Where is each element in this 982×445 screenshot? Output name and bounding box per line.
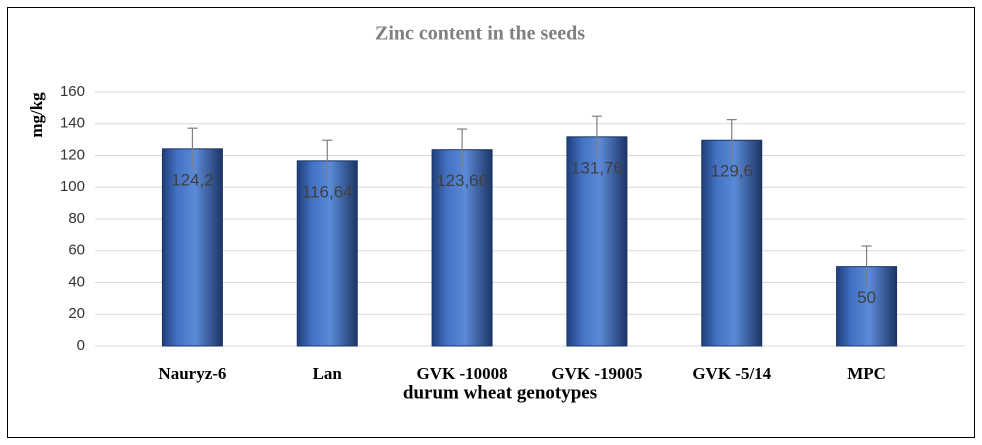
y-tick-label: 100: [60, 178, 85, 195]
x-tick-label: GVK -5/14: [692, 364, 771, 383]
chart-title: Zinc content in the seeds: [375, 23, 585, 45]
x-tick-label: Lan: [313, 364, 343, 383]
bar: [161, 148, 223, 347]
y-tick-label: 20: [68, 305, 85, 322]
x-tick-label: MPC: [847, 364, 886, 383]
y-tick-label: 120: [60, 146, 85, 163]
x-tick-label: GVK -10008: [417, 364, 508, 383]
y-tick-label: 0: [77, 337, 85, 354]
x-tick-label: GVK -19005: [551, 364, 642, 383]
y-tick-label: 80: [68, 210, 85, 227]
bar: [566, 136, 628, 347]
data-label: 129,6: [710, 162, 753, 181]
x-tick-label: Nauryz-6: [158, 364, 226, 383]
bar: [296, 160, 358, 347]
y-tick-label: 40: [68, 273, 85, 290]
y-tick-label: 140: [60, 115, 85, 132]
y-tick-label: 60: [68, 242, 85, 259]
bar: [701, 139, 763, 347]
x-axis-title: durum wheat genotypes: [403, 382, 597, 403]
y-axis-title: mg/kg: [27, 92, 46, 138]
data-label: 50: [857, 288, 876, 307]
bar: [431, 149, 493, 347]
data-label: 123,66: [436, 171, 488, 190]
data-label: 124,2: [171, 170, 214, 189]
y-tick-label: 160: [60, 83, 85, 100]
data-label: 116,64: [302, 182, 353, 201]
data-label: 131,76: [571, 158, 623, 177]
